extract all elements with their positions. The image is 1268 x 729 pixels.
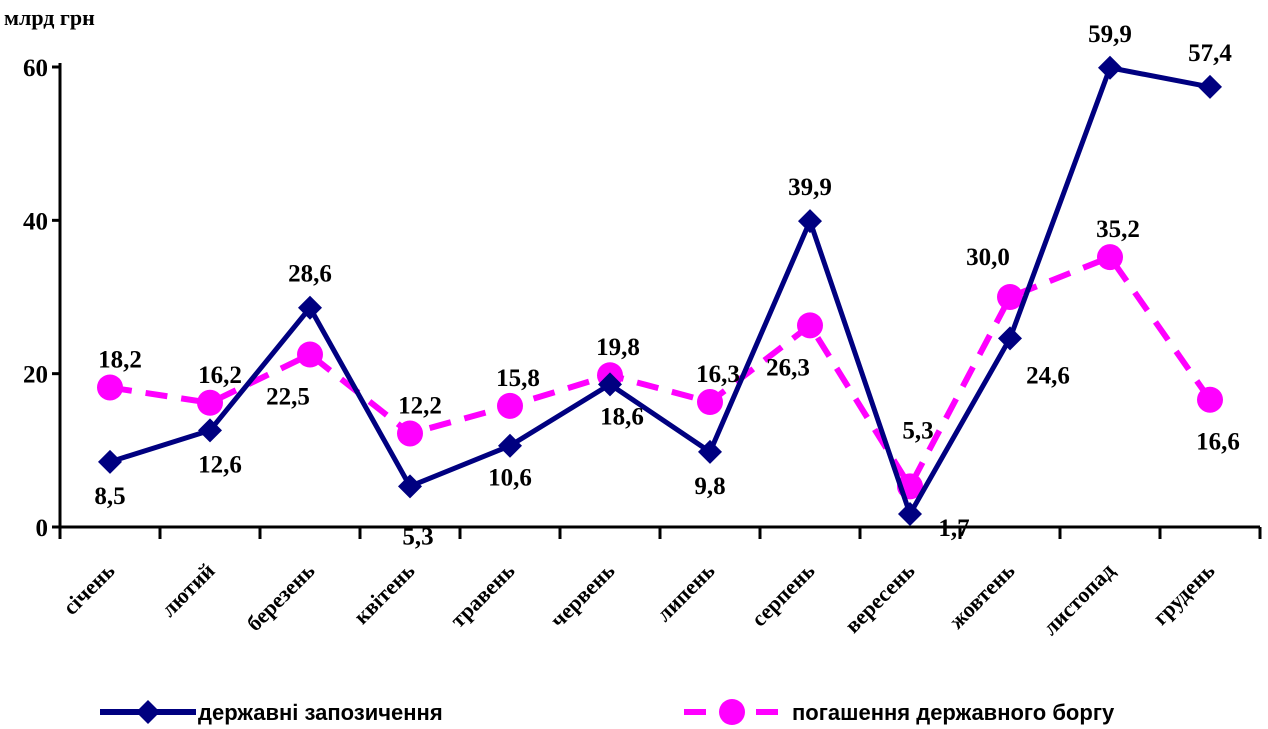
data-label-borrowings: 8,5 [94,483,125,510]
data-point-diamond [136,700,160,724]
data-point-diamond [398,474,422,499]
data-point-diamond [1198,74,1222,99]
x-category-label: жовтень [944,558,1020,634]
data-point-diamond [798,209,822,234]
data-point-circle [397,420,423,447]
y-tick-label: 20 [23,362,48,389]
data-point-circle [697,389,723,416]
x-category-label: січень [58,558,120,620]
y-tick-label: 40 [23,208,48,235]
axes: 0 20 40 60 січень лютий березень квітень травень… [23,55,1262,640]
x-category-label: лютий [156,558,220,622]
data-label-borrowings: 24,6 [1026,362,1070,389]
series-line-borrowings [109,65,1211,517]
y-axis-unit-label: млрд грн [4,5,95,30]
data-point-diamond [98,449,122,474]
data-point-circle [297,341,323,368]
data-label-debt-repayment: 22,5 [266,384,310,411]
data-point-diamond [498,433,522,458]
x-category-label: вересень [840,558,920,638]
legend: державні запозичення погашення державного… [100,699,1115,725]
x-category-label: листопад [1037,558,1119,640]
data-label-borrowings: 5,3 [402,523,433,550]
data-label-borrowings: 10,6 [488,465,532,492]
data-label-debt-repayment: 16,6 [1196,429,1240,456]
data-label-debt-repayment: 30,0 [966,244,1010,271]
data-point-diamond [298,295,322,320]
data-label-debt-repayment: 18,2 [98,346,142,373]
data-label-debt-repayment: 12,2 [398,392,442,419]
x-category-label: червень [545,558,620,633]
data-label-debt-repayment: 15,8 [496,365,540,392]
data-point-circle [997,284,1023,310]
data-label-debt-repayment: 19,8 [596,334,640,361]
series-layer [97,55,1223,526]
data-point-circle [97,374,123,401]
data-point-diamond [198,418,222,443]
legend-label-debt-repayment: погашення державного боргу [792,700,1115,725]
data-label-borrowings: 57,4 [1188,40,1232,67]
data-point-circle [797,312,823,339]
data-point-diamond [898,501,922,526]
data-label-borrowings: 59,9 [1088,21,1132,48]
data-label-borrowings: 9,8 [694,473,725,500]
data-label-debt-repayment: 16,3 [696,361,740,388]
data-label-debt-repayment: 16,2 [198,362,242,389]
x-category-label: серпень [746,558,820,632]
y-tick-label: 60 [23,55,48,82]
data-point-circle [719,699,745,725]
legend-label-borrowings: державні запозичення [198,700,443,725]
x-category-label: травень [445,558,520,633]
data-point-circle [497,392,523,419]
data-point-circle [1197,386,1223,413]
x-category-label: березень [241,558,319,636]
data-labels-layer: 8,5 12,6 28,6 5,3 10,6 18,6 9,8 39,9 1,7 24,6 59,9… [94,21,1240,551]
data-label-borrowings: 1,7 [938,515,969,542]
data-label-borrowings: 39,9 [788,174,832,201]
data-label-borrowings: 28,6 [288,261,332,288]
data-label-debt-repayment: 5,3 [902,417,933,444]
data-label-borrowings: 12,6 [198,451,242,478]
data-point-diamond [598,372,622,397]
data-label-debt-repayment: 26,3 [766,354,810,381]
x-category-label: квітень [348,558,419,629]
x-category-label: грудень [1148,558,1220,630]
data-point-diamond [1098,55,1122,80]
data-point-circle [1097,244,1123,271]
y-tick-label: 0 [36,515,49,542]
data-label-borrowings: 18,6 [600,403,644,430]
data-point-diamond [998,326,1022,351]
data-point-circle [197,389,223,416]
data-point-diamond [698,439,722,464]
data-label-debt-repayment: 35,2 [1096,216,1140,243]
x-category-label: липень [651,558,720,627]
